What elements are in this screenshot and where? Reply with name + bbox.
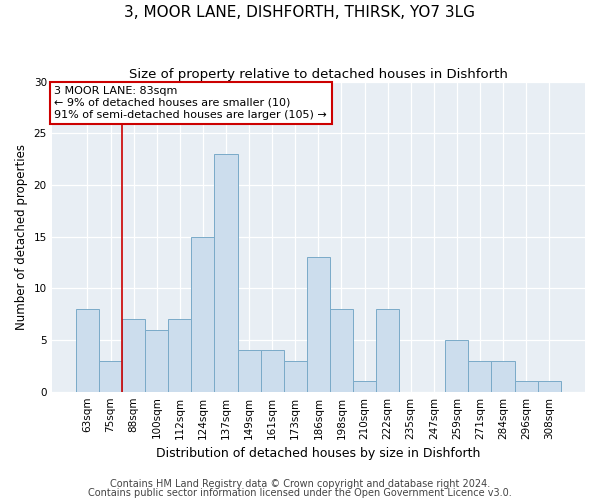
- Bar: [353, 382, 376, 392]
- Bar: [191, 236, 214, 392]
- Bar: [376, 309, 399, 392]
- Bar: [469, 360, 491, 392]
- Y-axis label: Number of detached properties: Number of detached properties: [15, 144, 28, 330]
- Bar: [168, 320, 191, 392]
- Bar: [307, 258, 330, 392]
- Bar: [145, 330, 168, 392]
- Bar: [214, 154, 238, 392]
- Bar: [99, 360, 122, 392]
- Bar: [515, 382, 538, 392]
- Text: 3 MOOR LANE: 83sqm
← 9% of detached houses are smaller (10)
91% of semi-detached: 3 MOOR LANE: 83sqm ← 9% of detached hous…: [55, 86, 327, 120]
- Bar: [284, 360, 307, 392]
- Text: Contains public sector information licensed under the Open Government Licence v3: Contains public sector information licen…: [88, 488, 512, 498]
- Bar: [538, 382, 561, 392]
- Bar: [238, 350, 260, 392]
- Title: Size of property relative to detached houses in Dishforth: Size of property relative to detached ho…: [129, 68, 508, 80]
- Text: 3, MOOR LANE, DISHFORTH, THIRSK, YO7 3LG: 3, MOOR LANE, DISHFORTH, THIRSK, YO7 3LG: [125, 5, 476, 20]
- Bar: [330, 309, 353, 392]
- Bar: [122, 320, 145, 392]
- Bar: [491, 360, 515, 392]
- Text: Contains HM Land Registry data © Crown copyright and database right 2024.: Contains HM Land Registry data © Crown c…: [110, 479, 490, 489]
- Bar: [260, 350, 284, 392]
- Bar: [445, 340, 469, 392]
- Bar: [76, 309, 99, 392]
- X-axis label: Distribution of detached houses by size in Dishforth: Distribution of detached houses by size …: [156, 447, 481, 460]
